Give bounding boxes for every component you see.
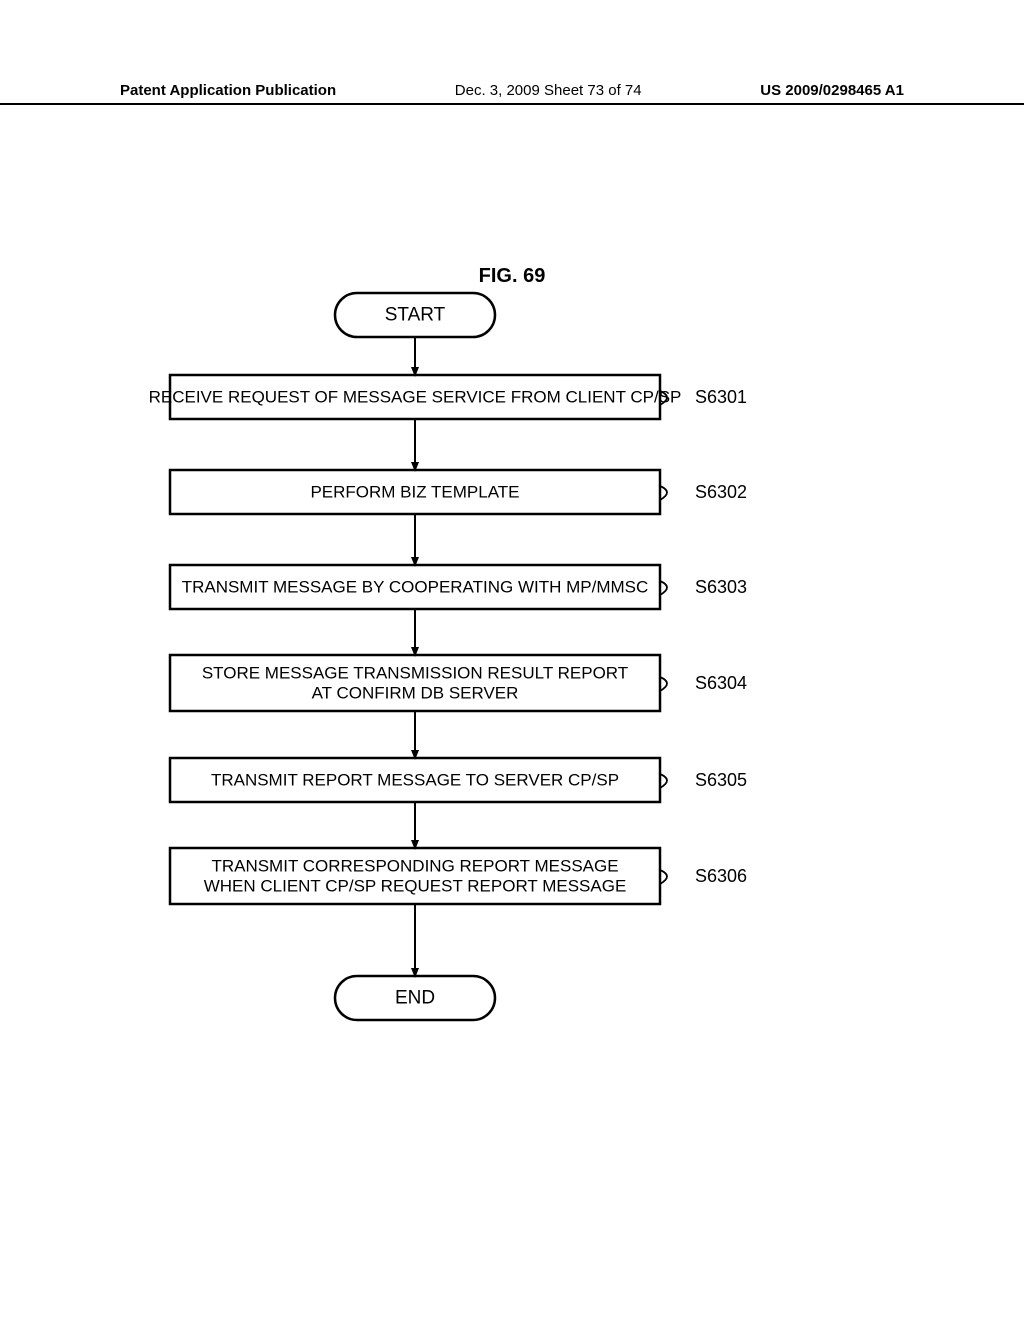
step-S6302-line-0: PERFORM BIZ TEMPLATE bbox=[310, 483, 519, 502]
step-S6305-line-0: TRANSMIT REPORT MESSAGE TO SERVER CP/SP bbox=[211, 771, 619, 790]
step-S6304-line-1: AT CONFIRM DB SERVER bbox=[312, 683, 519, 702]
step-S6303-line-0: TRANSMIT MESSAGE BY COOPERATING WITH MP/… bbox=[182, 578, 649, 597]
step-S6306-line-0: TRANSMIT CORRESPONDING REPORT MESSAGE bbox=[211, 857, 618, 876]
step-label-S6303: S6303 bbox=[695, 577, 747, 597]
step-S6306-line-1: WHEN CLIENT CP/SP REQUEST REPORT MESSAGE bbox=[204, 876, 627, 895]
step-S6306: TRANSMIT CORRESPONDING REPORT MESSAGEWHE… bbox=[170, 848, 660, 904]
step-label-S6302: S6302 bbox=[695, 482, 747, 502]
step-S6304: STORE MESSAGE TRANSMISSION RESULT REPORT… bbox=[170, 655, 660, 711]
step-label-S6305: S6305 bbox=[695, 770, 747, 790]
step-label-S6304: S6304 bbox=[695, 673, 747, 693]
patent-page: Patent Application Publication Dec. 3, 2… bbox=[0, 0, 1024, 1320]
terminal-start: START bbox=[335, 293, 495, 337]
step-S6305: TRANSMIT REPORT MESSAGE TO SERVER CP/SP bbox=[170, 758, 660, 802]
step-label-S6301: S6301 bbox=[695, 387, 747, 407]
step-S6304-line-0: STORE MESSAGE TRANSMISSION RESULT REPORT bbox=[202, 664, 628, 683]
step-S6301-line-0: RECEIVE REQUEST OF MESSAGE SERVICE FROM … bbox=[149, 388, 682, 407]
step-S6302: PERFORM BIZ TEMPLATE bbox=[170, 470, 660, 514]
step-S6303: TRANSMIT MESSAGE BY COOPERATING WITH MP/… bbox=[170, 565, 660, 609]
step-label-S6306: S6306 bbox=[695, 866, 747, 886]
step-S6301: RECEIVE REQUEST OF MESSAGE SERVICE FROM … bbox=[149, 375, 682, 419]
flowchart-diagram: START END RECEIVE REQUEST OF MESSAGE SERVI… bbox=[0, 0, 1024, 1320]
terminal-end-label: END bbox=[395, 988, 435, 1009]
terminal-end: END bbox=[335, 976, 495, 1020]
terminal-start-label: START bbox=[385, 305, 446, 326]
